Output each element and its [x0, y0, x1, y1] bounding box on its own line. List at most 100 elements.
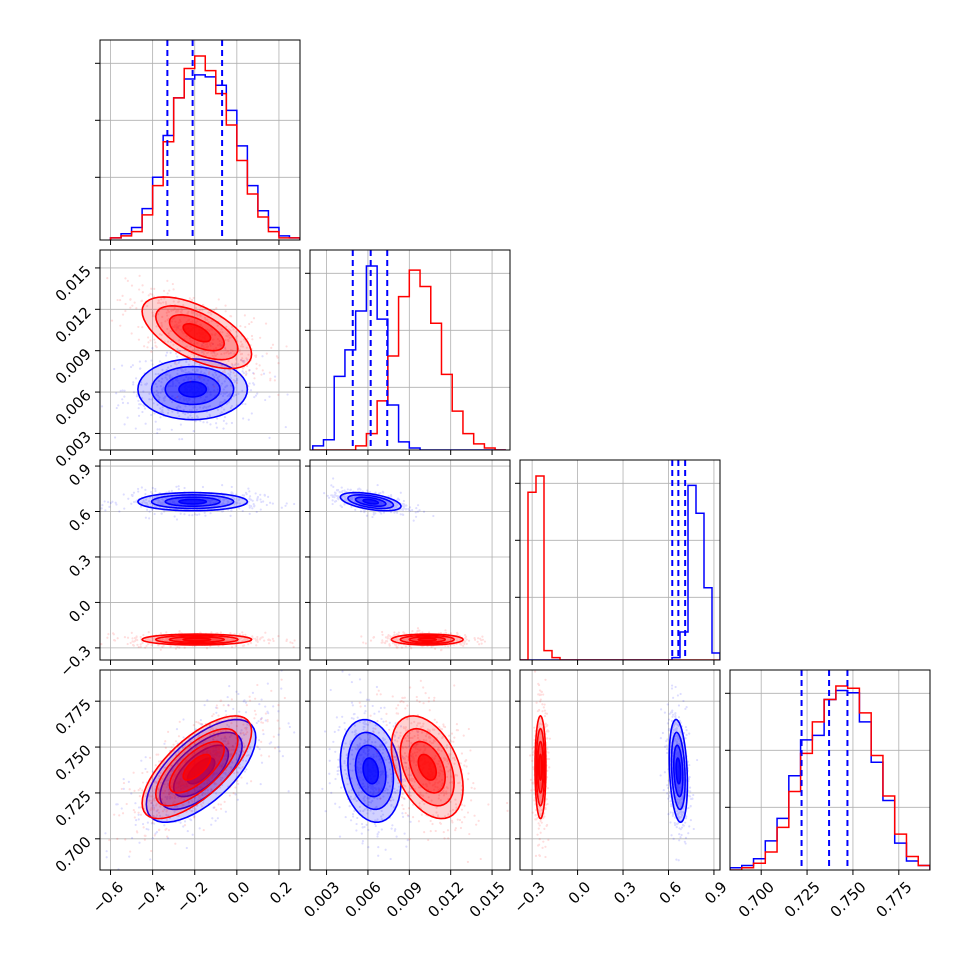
- scatter-point: [234, 393, 237, 396]
- scatter-point: [202, 352, 205, 355]
- scatter-point: [202, 828, 205, 832]
- scatter-point: [354, 733, 358, 736]
- scatter-point: [211, 328, 214, 331]
- scatter-point: [163, 297, 166, 300]
- scatter-point: [445, 746, 448, 749]
- scatter-point: [195, 306, 198, 309]
- scatter-point: [100, 507, 103, 510]
- scatter-point: [285, 638, 288, 641]
- scatter-point: [404, 645, 408, 648]
- scatter-point: [393, 505, 397, 508]
- scatter-point: [402, 756, 405, 759]
- scatter-point: [202, 345, 205, 348]
- scatter-point: [211, 638, 215, 641]
- scatter-point: [437, 637, 440, 641]
- scatter-point: [228, 336, 231, 339]
- scatter-point: [207, 499, 211, 502]
- scatter-point: [161, 810, 165, 813]
- scatter-point: [377, 846, 380, 849]
- scatter-point: [356, 748, 359, 751]
- scatter-point: [115, 406, 118, 410]
- scatter-point: [198, 795, 201, 798]
- scatter-point: [178, 757, 182, 760]
- scatter-point: [155, 804, 158, 807]
- scatter-point: [481, 638, 484, 641]
- scatter-point: [219, 699, 223, 702]
- scatter-point: [350, 777, 353, 780]
- scatter-point: [381, 633, 384, 636]
- scatter-point: [387, 501, 390, 504]
- scatter-point: [443, 758, 446, 762]
- scatter-point: [182, 397, 185, 401]
- scatter-point: [371, 515, 374, 519]
- scatter-point: [177, 498, 180, 501]
- scatter-point: [176, 368, 179, 371]
- scatter-point: [185, 335, 188, 338]
- scatter-point: [414, 511, 417, 514]
- scatter-point: [138, 841, 141, 844]
- scatter-point: [241, 343, 244, 346]
- scatter-point: [419, 748, 422, 751]
- scatter-point: [242, 700, 245, 703]
- scatter-point: [247, 760, 250, 764]
- scatter-point: [166, 837, 170, 840]
- scatter-point: [369, 801, 373, 804]
- scatter-point: [355, 799, 358, 803]
- scatter-point: [214, 333, 217, 337]
- scatter-point: [158, 767, 161, 770]
- scatter-point: [214, 371, 217, 374]
- scatter-point: [336, 766, 340, 769]
- scatter-point: [210, 333, 213, 336]
- scatter-point: [206, 699, 209, 702]
- scatter-point: [198, 827, 201, 830]
- scatter-point: [266, 718, 269, 722]
- scatter-point: [232, 378, 235, 382]
- scatter-point: [222, 762, 225, 766]
- scatter-point: [218, 755, 221, 758]
- scatter-point: [200, 376, 203, 379]
- scatter-point: [189, 345, 192, 348]
- scatter-point: [248, 506, 251, 509]
- scatter-point: [153, 822, 156, 825]
- scatter-point: [134, 500, 137, 503]
- scatter-point: [191, 833, 194, 836]
- scatter-point: [170, 764, 173, 767]
- scatter-point: [192, 400, 195, 403]
- scatter-point: [366, 812, 369, 815]
- scatter-point: [232, 707, 235, 711]
- scatter-point: [245, 346, 248, 349]
- scatter-point: [414, 515, 418, 518]
- scatter-point: [177, 327, 180, 330]
- scatter-point: [388, 768, 392, 771]
- scatter-point: [386, 788, 389, 791]
- scatter-point: [135, 635, 138, 638]
- scatter-point: [254, 737, 257, 741]
- scatter-point: [153, 834, 156, 837]
- scatter-point: [231, 761, 234, 764]
- scatter-point: [165, 351, 169, 354]
- scatter-point: [210, 333, 213, 336]
- scatter-point: [191, 368, 194, 371]
- scatter-point: [248, 322, 251, 326]
- scatter-point: [343, 498, 347, 501]
- scatter-point: [360, 499, 363, 502]
- scatter-point: [141, 326, 144, 329]
- scatter-point: [244, 638, 247, 641]
- scatter-point: [372, 792, 375, 795]
- scatter-point: [262, 732, 265, 736]
- scatter-point: [138, 288, 141, 291]
- scatter-point: [205, 406, 208, 409]
- scatter-point: [166, 373, 169, 376]
- scatter-point: [236, 798, 239, 801]
- scatter-point: [215, 754, 218, 757]
- scatter-point: [407, 773, 410, 777]
- contour-line: [168, 636, 226, 644]
- scatter-point: [261, 729, 265, 732]
- scatter-point: [133, 789, 136, 792]
- contour-line: [164, 496, 221, 508]
- scatter-point: [160, 298, 163, 301]
- scatter-point: [188, 318, 191, 321]
- scatter-point: [130, 502, 133, 505]
- scatter-point: [233, 497, 236, 501]
- scatter-point: [390, 493, 393, 497]
